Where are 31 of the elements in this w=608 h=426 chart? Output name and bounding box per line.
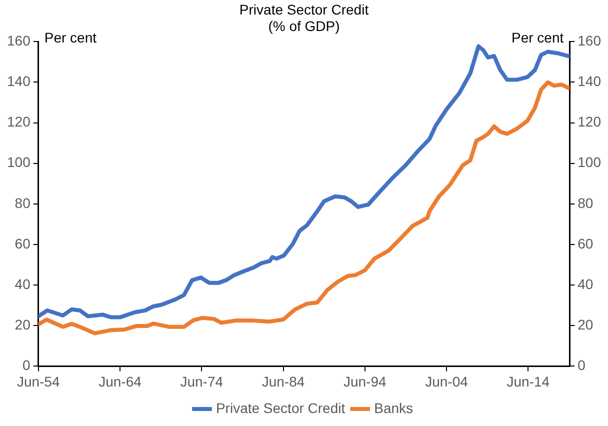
legend-label: Private Sector Credit — [216, 400, 346, 416]
y2-tick-label: 0 — [578, 357, 586, 374]
y2-tick-label: 80 — [578, 194, 594, 211]
y-tick-label: 20 — [14, 316, 31, 332]
x-tick-label: Jun-74 — [180, 373, 224, 390]
y-tick-label: 140 — [7, 73, 31, 90]
x-tick-label: Jun-94 — [343, 373, 386, 390]
x-tick-label: Jun-84 — [262, 373, 305, 390]
x-tick-label: Jun-14 — [506, 373, 550, 390]
y2-tick-label: 60 — [578, 235, 594, 252]
y-tick-label: 80 — [14, 194, 31, 211]
y-tick-label: 0 — [22, 357, 31, 374]
y-tick-label: 40 — [14, 276, 31, 292]
chart-subtitle: (% of GDP) — [268, 18, 340, 34]
y2-tick-label: 120 — [578, 114, 602, 130]
y2-tick-label: 140 — [578, 73, 602, 90]
y-tick-label: 60 — [14, 235, 31, 252]
y-axis-title: Per cent — [44, 29, 97, 46]
x-tick-label: Jun-54 — [16, 373, 60, 390]
y2-axis-title: Per cent — [512, 29, 564, 46]
legend-label: Banks — [374, 400, 414, 416]
y-tick-label: 100 — [7, 154, 31, 170]
y2-tick-label: 100 — [578, 154, 602, 170]
y2-tick-label: 20 — [578, 316, 594, 332]
y-tick-label: 120 — [7, 114, 31, 130]
x-tick-label: Jun-04 — [425, 373, 468, 390]
y2-tick-label: 160 — [578, 32, 602, 48]
chart-title: Private Sector Credit — [239, 1, 369, 18]
y-tick-label: 160 — [7, 32, 31, 48]
x-tick-label: Jun-64 — [98, 373, 142, 390]
y2-tick-label: 40 — [578, 276, 594, 292]
